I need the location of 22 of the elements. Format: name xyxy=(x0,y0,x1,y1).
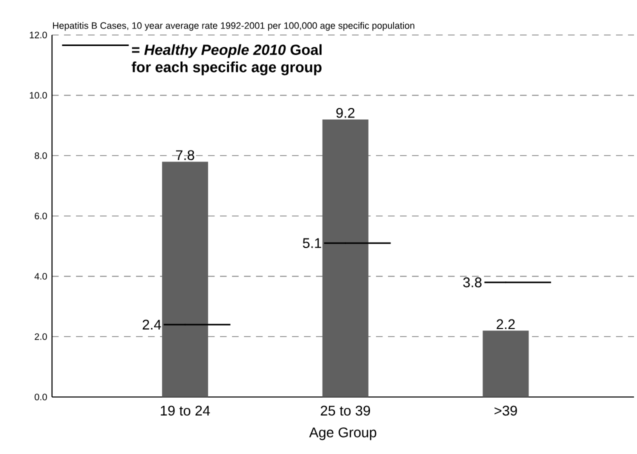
x-tick-label: 19 to 24 xyxy=(160,406,210,416)
y-tick-label: 10.0 xyxy=(30,92,47,99)
data-label: 5.1 xyxy=(302,238,322,248)
y-tick-label: 2.0 xyxy=(34,333,47,340)
x-tick-label: >39 xyxy=(494,406,517,416)
y-tick-label: 12.0 xyxy=(30,32,47,38)
legend-label: = Healthy People 2010 Goal for each specific age group xyxy=(132,44,322,76)
data-label: 2.4 xyxy=(142,320,162,330)
y-tick-label: 8.0 xyxy=(34,152,47,159)
bar xyxy=(482,330,529,397)
data-label: 9.2 xyxy=(336,108,354,118)
data-label: 2.2 xyxy=(496,319,515,330)
x-axis-title: Age Group xyxy=(309,427,376,440)
y-tick-label: 0.0 xyxy=(34,394,47,400)
x-tick-label: 25 to 39 xyxy=(320,406,370,416)
data-label: 7.8 xyxy=(176,150,194,160)
y-tick-label: 4.0 xyxy=(34,273,47,280)
bar xyxy=(162,162,208,397)
chart-subtitle: Hepatitis B Cases, 10 year average rate 1992-2001 per 100,000 age specific population xyxy=(53,22,414,31)
data-label: 3.8 xyxy=(463,277,482,288)
bar xyxy=(322,119,368,397)
y-tick-label: 6.0 xyxy=(34,212,47,220)
